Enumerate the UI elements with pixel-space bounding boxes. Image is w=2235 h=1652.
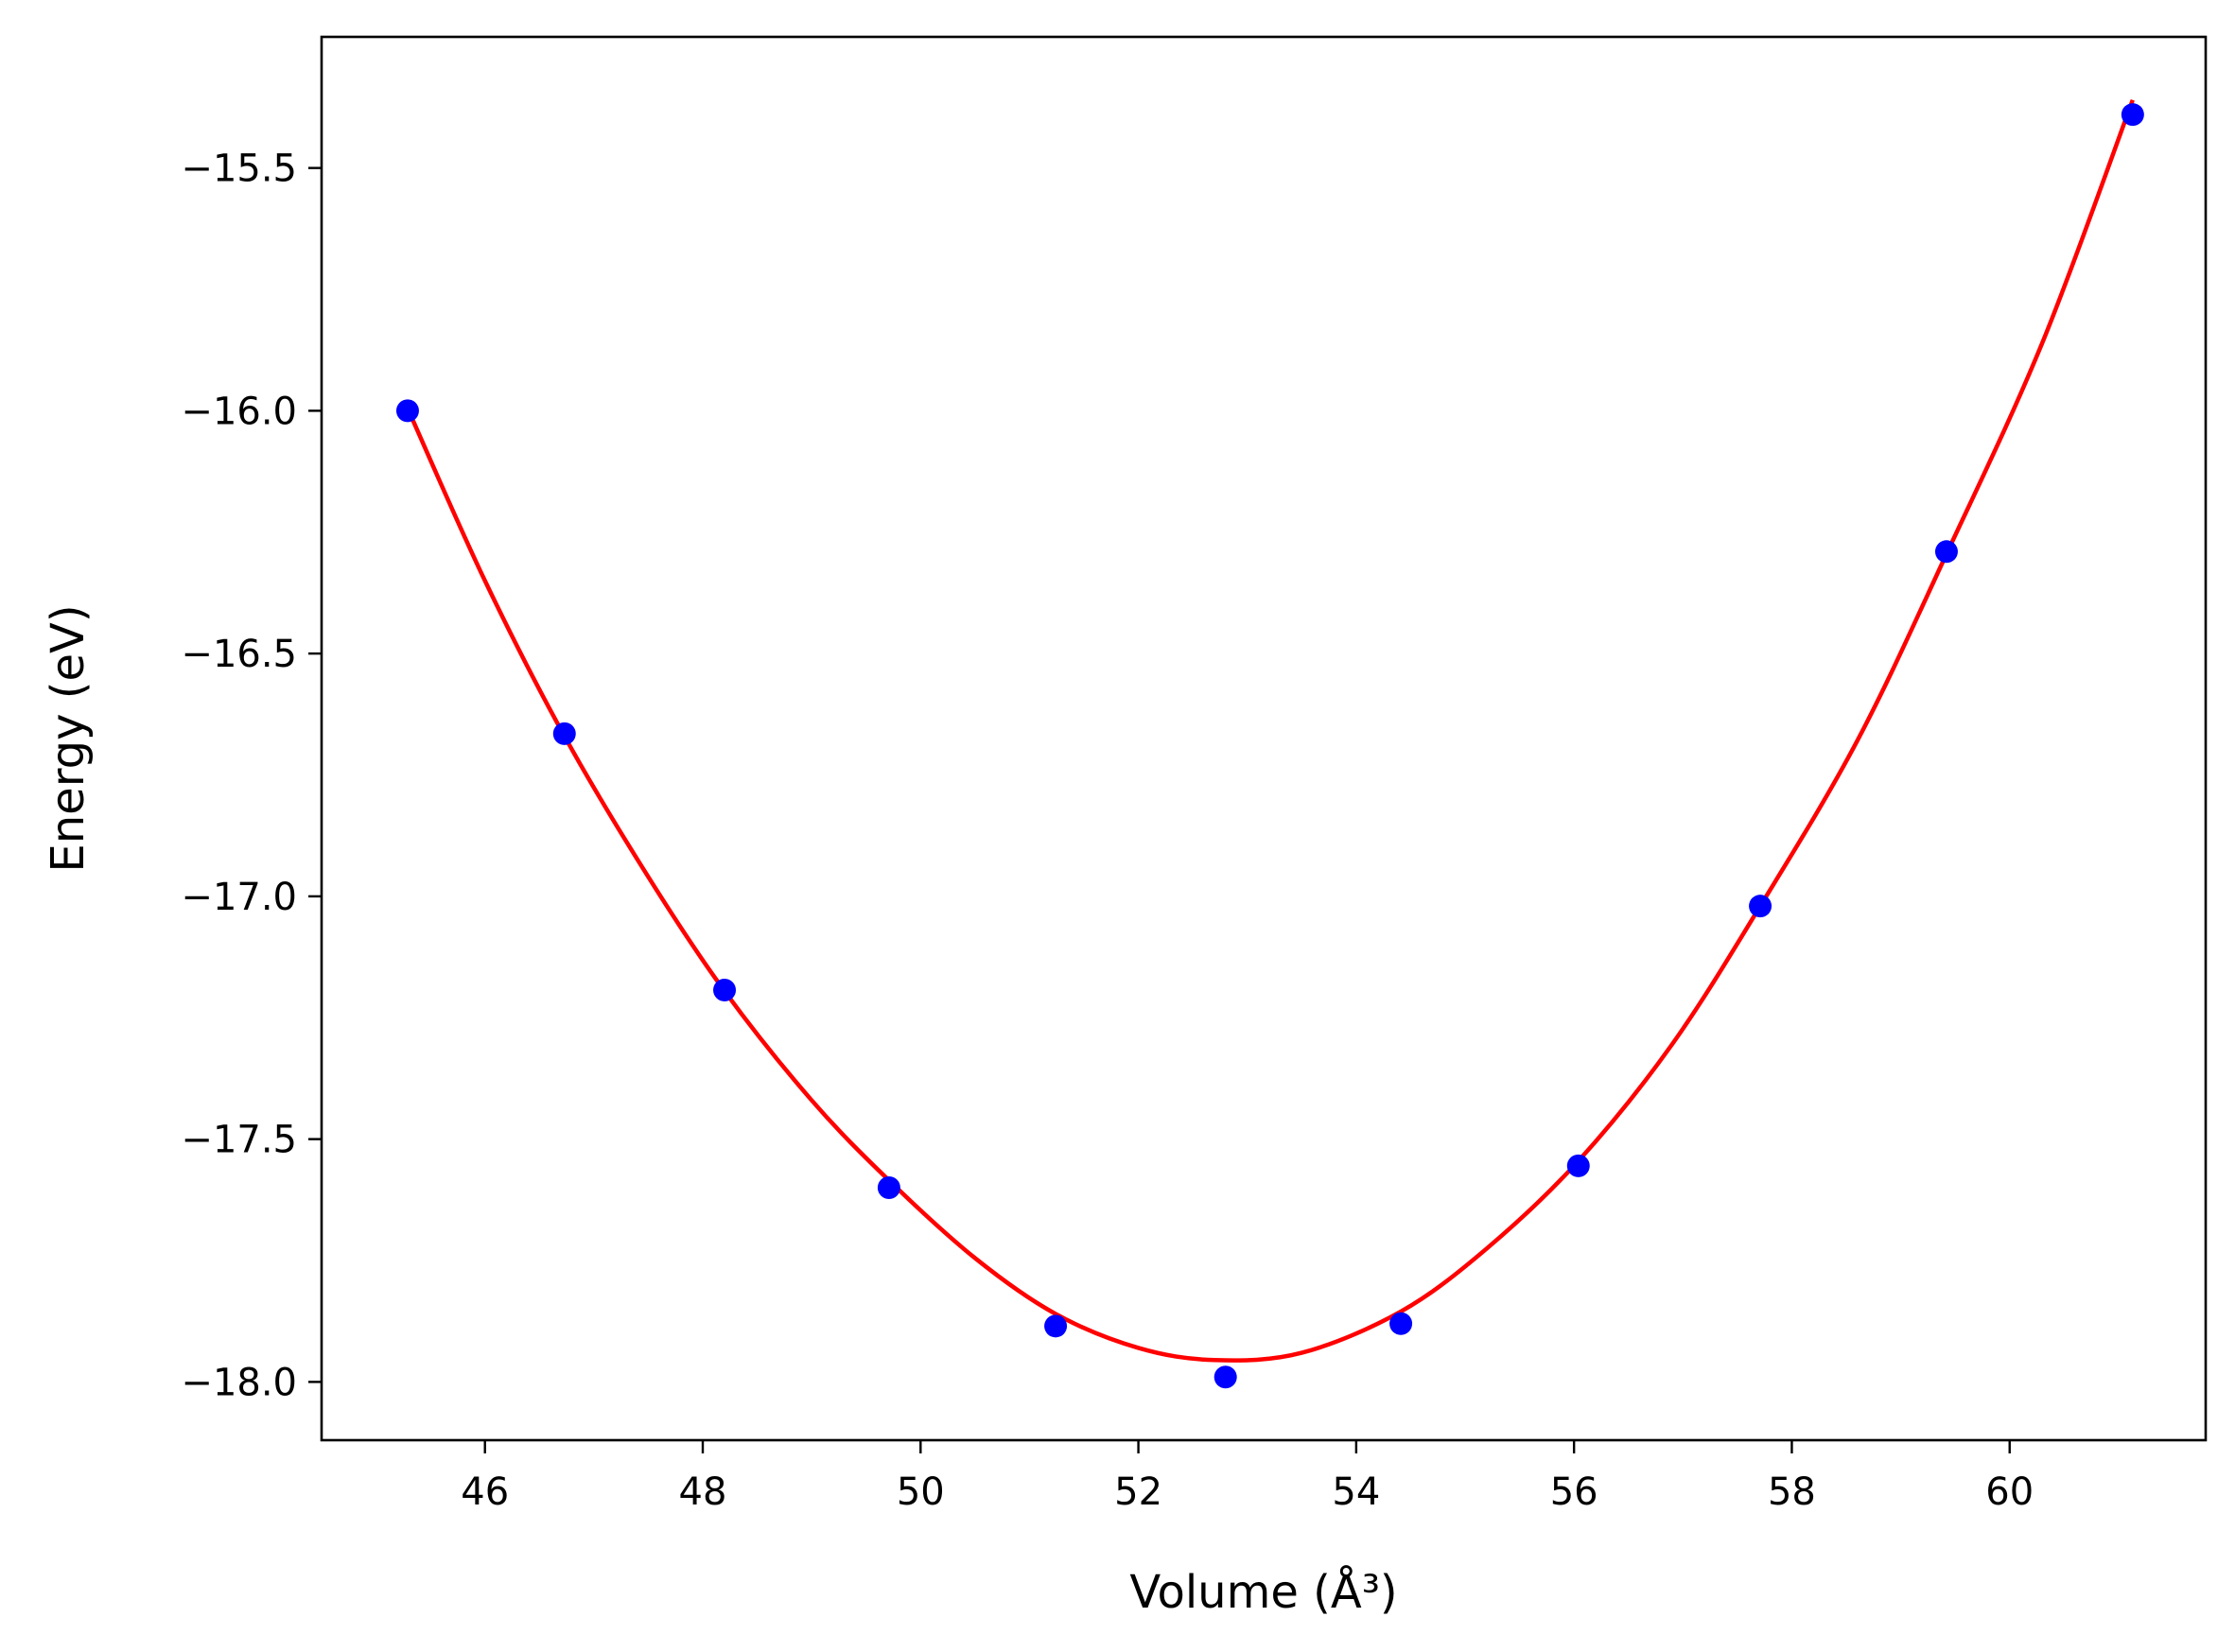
x-tick-label: 60 <box>1985 1470 2034 1514</box>
data-point <box>1566 1154 1590 1177</box>
y-tick-label: −18.0 <box>181 1361 297 1404</box>
fit-curve-line <box>405 98 2135 1363</box>
y-axis-ticks: −18.0 −17.5 −17.0 −16.5 −16.0 −15.5 <box>181 148 322 1404</box>
data-point <box>552 722 576 745</box>
x-tick-label: 50 <box>897 1470 945 1514</box>
data-points-layer <box>395 103 2144 1389</box>
data-point <box>1749 895 1772 918</box>
data-point <box>2121 103 2144 127</box>
y-tick-label: −17.0 <box>181 876 297 919</box>
y-axis-title: Energy (eV) <box>42 604 95 872</box>
fit-curve-layer <box>405 98 2135 1363</box>
data-point <box>1389 1312 1413 1335</box>
data-point <box>877 1175 900 1199</box>
data-point <box>1214 1365 1237 1389</box>
x-axis-title: Volume (Å³) <box>1129 1565 1397 1619</box>
y-tick-label: −16.0 <box>181 390 297 433</box>
x-tick-label: 48 <box>679 1470 727 1514</box>
plot-area-frame <box>320 35 2208 1442</box>
x-tick-label: 54 <box>1332 1470 1380 1514</box>
x-tick-label: 58 <box>1768 1470 1816 1514</box>
y-tick-label: −17.5 <box>181 1119 297 1162</box>
y-tick-label: −15.5 <box>181 148 297 191</box>
x-tick-label: 52 <box>1114 1470 1162 1514</box>
x-tick-label: 56 <box>1550 1470 1598 1514</box>
data-point <box>395 399 419 423</box>
data-point <box>713 978 737 1001</box>
y-tick-label: −16.5 <box>181 633 297 676</box>
x-tick-label: 46 <box>461 1470 509 1514</box>
data-point <box>1044 1314 1068 1338</box>
data-point <box>1934 540 1958 564</box>
x-axis-ticks: 46 48 50 52 54 56 58 60 <box>461 1440 2034 1514</box>
